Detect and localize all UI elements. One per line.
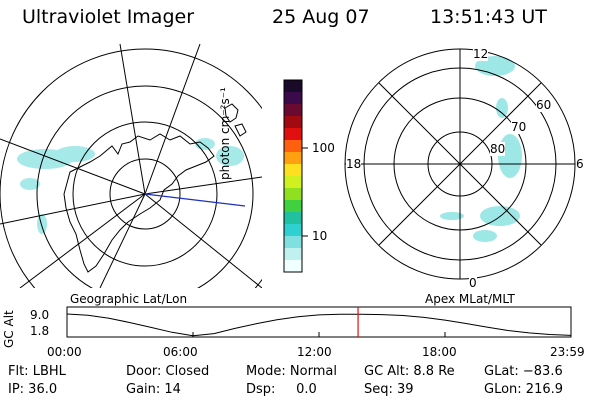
mlt-label-6: 6 [576, 157, 584, 171]
altitude-plot [66, 306, 572, 338]
altitude-ytick-low: 1.8 [30, 324, 50, 338]
time-tick-18: 18:00 [422, 345, 457, 359]
door-info: Door: Closed [126, 364, 210, 379]
glon-info: GLon: 216.9 [484, 382, 564, 397]
colorbar-swatch [284, 116, 302, 129]
colorbar-swatch [284, 152, 302, 165]
mlat-label-70: 70 [511, 120, 527, 134]
colorbar-tick-label-100: 100 [312, 141, 335, 155]
filter-info: Flt: LBHL [8, 364, 66, 379]
gc-alt-info: GC Alt: 8.8 Re [364, 364, 455, 379]
mlat-label-60: 60 [536, 98, 552, 112]
colorbar-swatch [284, 248, 302, 261]
mlt-label-18: 18 [346, 157, 362, 171]
aurora-emission-left [17, 138, 244, 234]
seq-info: Seq: 39 [364, 382, 414, 397]
mode-info: Mode: Normal [246, 364, 337, 379]
satellite-track [144, 193, 246, 207]
colorbar-swatch [284, 176, 302, 189]
mlt-label-12: 12 [473, 47, 489, 61]
mlt-label-0: 0 [469, 276, 477, 290]
magnetic-map-label: Apex MLat/MLT [425, 292, 515, 306]
glat-info: GLat: −83.6 [484, 364, 563, 379]
mlat-label-80: 80 [490, 142, 506, 156]
colorbar-swatch [284, 164, 302, 177]
instrument-title: Ultraviolet Imager [22, 6, 195, 28]
altitude-curve [66, 313, 572, 337]
geographic-map-label: Geographic Lat/Lon [70, 292, 188, 306]
colorbar-swatch [284, 236, 302, 249]
colorbar-tick-label-10: 10 [312, 229, 328, 243]
colorbar-swatch [284, 80, 302, 93]
colorbar-swatch [284, 200, 302, 213]
altitude-ytick-high: 9.0 [30, 308, 50, 322]
geographic-map [0, 44, 262, 288]
altitude-axis-label: GC Alt [2, 310, 16, 348]
colorbar [283, 79, 308, 273]
time-label: 13:51:43 UT [430, 6, 547, 28]
coastline [63, 133, 215, 273]
magnetic-map [344, 48, 576, 280]
colorbar-swatch [284, 104, 302, 117]
colorbar-swatch [284, 212, 302, 225]
gain-info: Gain: 14 [126, 382, 181, 397]
time-tick-2359: 23:59 [550, 345, 585, 359]
date-label: 25 Aug 07 [272, 6, 370, 28]
colorbar-swatch [284, 128, 302, 141]
colorbar-frame [283, 79, 303, 273]
time-tick-06: 06:00 [163, 345, 198, 359]
dsp-info: Dsp: 0.0 [246, 382, 317, 397]
time-tick-00: 00:00 [47, 345, 82, 359]
colorbar-swatch [284, 140, 302, 153]
colorbar-unit-label: photon cm⁻²s⁻¹ [218, 87, 232, 180]
colorbar-swatch [284, 260, 302, 273]
colorbar-swatch [284, 188, 302, 201]
colorbar-swatch [284, 224, 302, 237]
time-tick-12: 12:00 [297, 345, 332, 359]
colorbar-swatch [284, 92, 302, 105]
ip-info: IP: 36.0 [8, 382, 58, 397]
